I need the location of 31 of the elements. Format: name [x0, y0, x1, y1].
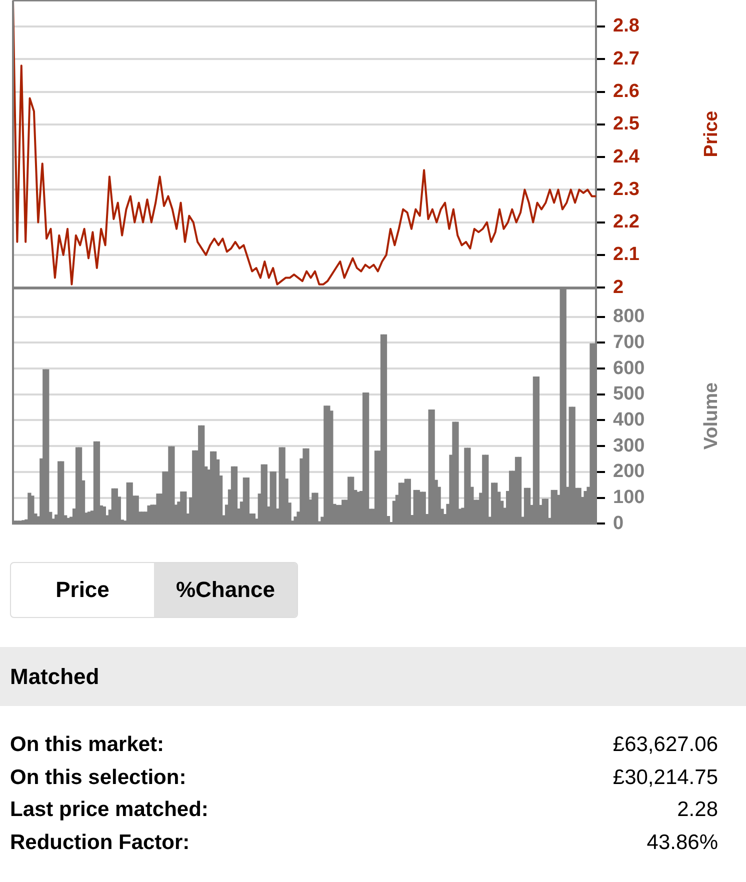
text: Reduction Factor: — [10, 830, 190, 854]
y-tick-label: 0 — [613, 512, 624, 534]
y-tick-label: 2.1 — [613, 244, 640, 266]
text: 2.28 — [677, 798, 718, 822]
y-tick-label: 2.3 — [613, 178, 640, 200]
text: On this market: — [10, 733, 164, 757]
y-tick-label: 800 — [613, 306, 645, 328]
text: %Chance — [154, 563, 297, 617]
y-tick-label: 700 — [613, 332, 645, 353]
y-tick-label: 100 — [613, 486, 645, 508]
y-tick-label: 2.5 — [613, 114, 640, 135]
y-tick-label: 2.4 — [613, 146, 640, 168]
y-axis-title: Volume — [701, 382, 722, 450]
y-tick-label: 2.6 — [613, 81, 640, 102]
text: 43.86% — [646, 830, 718, 854]
text: Price — [54, 576, 110, 604]
text: £30,214.75 — [612, 766, 718, 790]
text: Last price matched: — [10, 798, 208, 822]
y-tick-label: 400 — [613, 409, 645, 430]
text: Matched — [0, 647, 746, 706]
text: On this selection: — [10, 766, 186, 790]
y-tick-label: 200 — [613, 461, 645, 482]
y-tick-label: 2 — [613, 276, 624, 298]
y-tick-label: 2.8 — [613, 16, 640, 37]
y-tick-label: 600 — [613, 358, 645, 379]
y-axis-title: Price — [701, 110, 722, 158]
y-tick-label: 500 — [613, 384, 645, 405]
text: £63,627.06 — [612, 733, 718, 757]
y-tick-label: 300 — [613, 435, 645, 456]
y-tick-label: 2.7 — [613, 48, 640, 70]
y-tick-label: 2.2 — [613, 212, 640, 233]
